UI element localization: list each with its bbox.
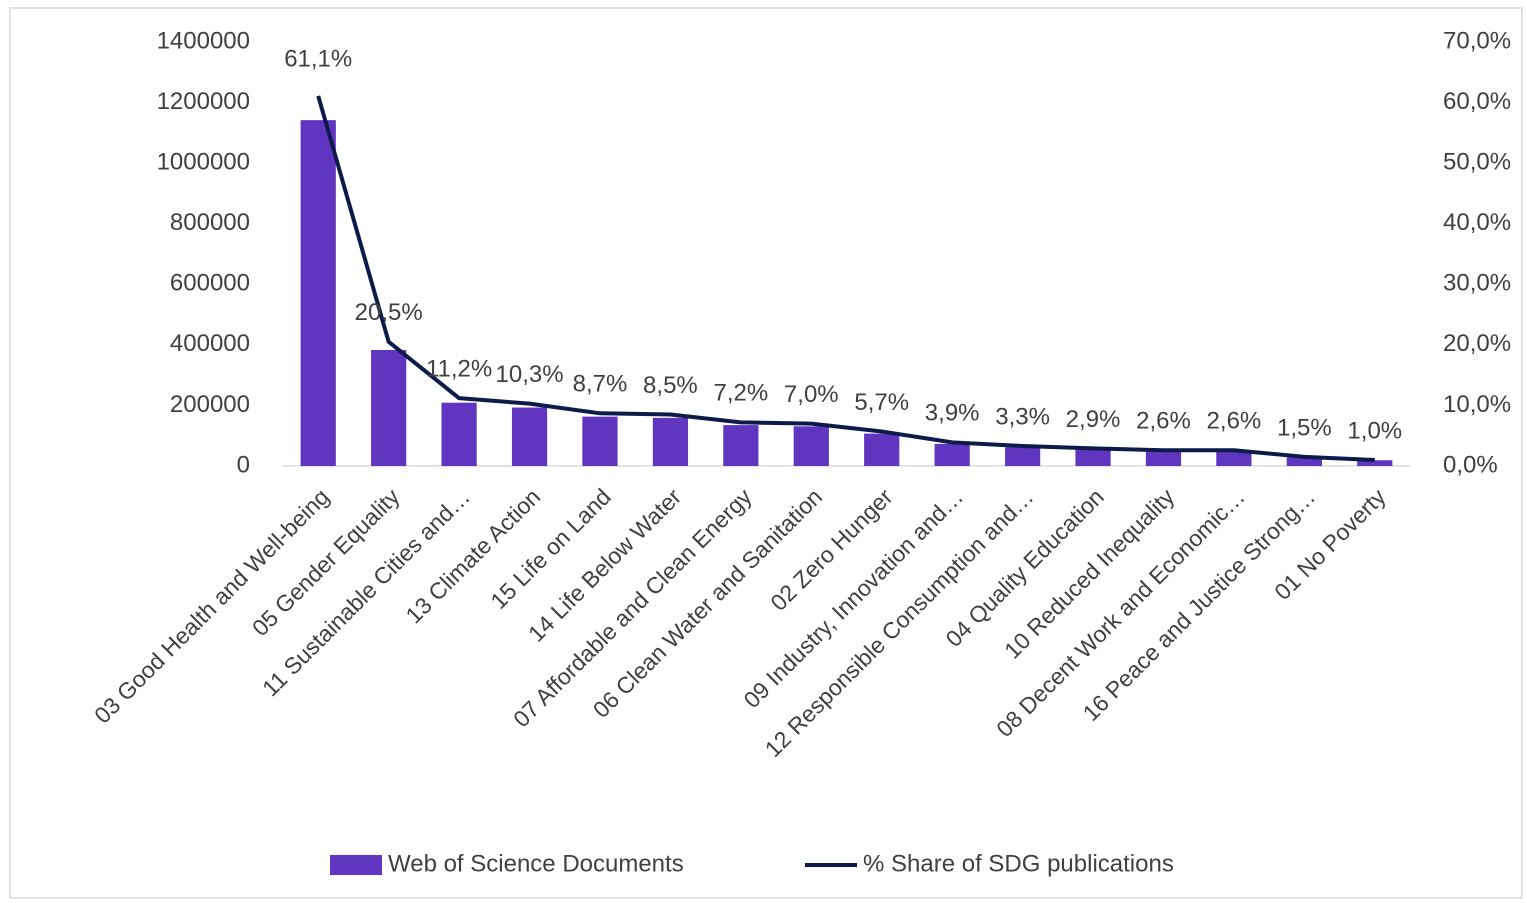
y-tick-label: 0 xyxy=(237,451,250,478)
data-label: 3,9% xyxy=(925,400,980,427)
bar xyxy=(300,120,336,466)
data-label: 2,9% xyxy=(1066,406,1121,433)
y-tick-label: 400000 xyxy=(170,330,250,357)
y-tick-label: 1200000 xyxy=(157,88,250,115)
y2-tick-label: 50,0% xyxy=(1443,148,1511,175)
y-tick-label: 800000 xyxy=(170,209,250,236)
line xyxy=(316,95,1375,462)
data-label: 7,2% xyxy=(713,380,768,407)
y2-tick-label: 60,0% xyxy=(1443,88,1511,115)
y2-tick-label: 0,0% xyxy=(1443,451,1498,478)
data-label: 11,2% xyxy=(426,356,492,383)
y-tick-label: 600000 xyxy=(170,270,250,297)
bar xyxy=(582,416,618,466)
bar xyxy=(1216,451,1252,466)
y-tick-label: 1400000 xyxy=(157,27,250,54)
x-tick-label: 15 Life on Land xyxy=(485,483,616,614)
data-label: 20,5% xyxy=(355,299,423,326)
bar xyxy=(1075,449,1111,466)
x-tick-label: 02 Zero Hunger xyxy=(765,483,898,616)
y2-tick-label: 20,0% xyxy=(1443,330,1511,357)
bar xyxy=(723,425,759,466)
legend-label: Web of Science Documents xyxy=(388,850,684,877)
data-label: 61,1% xyxy=(284,45,352,72)
data-label: 7,0% xyxy=(784,381,839,408)
data-label: 8,7% xyxy=(573,371,628,398)
y2-tick-label: 10,0% xyxy=(1443,391,1511,418)
data-label: 1,5% xyxy=(1277,414,1332,441)
bar xyxy=(864,433,900,466)
bar xyxy=(441,402,477,466)
bar xyxy=(511,407,548,466)
data-label: 10,3% xyxy=(496,361,564,388)
y-tick-label: 1000000 xyxy=(157,148,250,175)
y-tick-label: 200000 xyxy=(170,391,250,418)
bar xyxy=(652,417,689,466)
y2-tick-label: 30,0% xyxy=(1443,270,1511,297)
bar xyxy=(1145,451,1182,466)
x-tick-label: 08 Decent Work and Economic… xyxy=(991,483,1250,742)
legend-swatch xyxy=(330,855,382,875)
bar xyxy=(793,426,829,466)
bar xyxy=(371,350,407,466)
data-label: 2,6% xyxy=(1207,408,1262,435)
data-label: 3,3% xyxy=(995,403,1050,430)
data-label: 8,5% xyxy=(643,372,698,399)
data-label: 1,0% xyxy=(1347,417,1402,444)
bar xyxy=(1286,457,1322,466)
chart-border xyxy=(9,7,1523,899)
legend-label: % Share of SDG publications xyxy=(863,850,1174,877)
bar xyxy=(1357,460,1393,466)
y2-tick-label: 40,0% xyxy=(1443,209,1511,236)
y2-tick-label: 70,0% xyxy=(1443,27,1511,54)
bar xyxy=(1004,447,1041,466)
data-label: 2,6% xyxy=(1136,408,1191,435)
bar xyxy=(934,443,970,466)
data-label: 5,7% xyxy=(854,389,909,416)
